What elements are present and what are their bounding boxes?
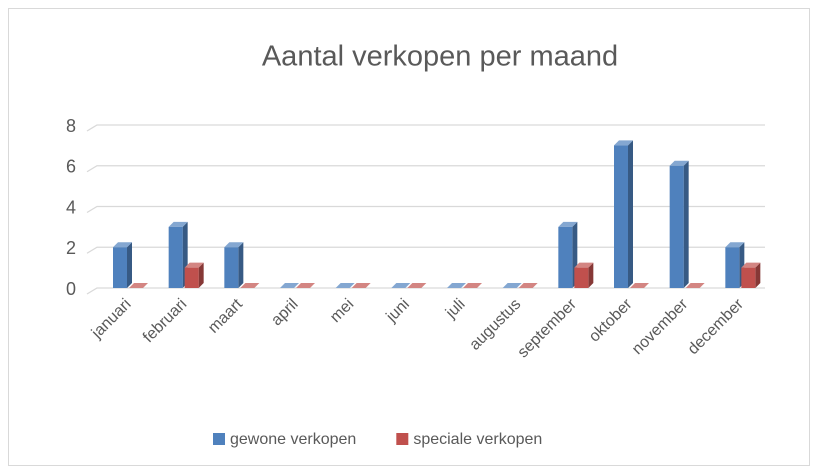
bar-top (351, 283, 371, 288)
bar (280, 283, 299, 288)
bar (502, 283, 522, 288)
bar-top (502, 283, 522, 288)
bar-top (168, 221, 188, 227)
bar-top (224, 242, 244, 248)
bar-front (113, 247, 127, 288)
bar (240, 283, 260, 288)
chart-title: Aantal verkopen per maand (262, 41, 618, 73)
bar-side (238, 242, 244, 288)
bar-top (113, 242, 132, 248)
bar (558, 221, 578, 288)
bar-side (628, 140, 633, 288)
bar-side (683, 160, 689, 288)
grid-line (86, 246, 765, 254)
bar (685, 283, 705, 288)
chart-border (8, 8, 810, 466)
bar (184, 262, 204, 288)
bar-top (518, 283, 538, 288)
bar-side (127, 242, 132, 288)
bar-top (741, 262, 761, 268)
bar-top (240, 283, 260, 288)
legend-label: gewone verkopen (230, 431, 356, 448)
bar (224, 242, 244, 288)
grid-line (86, 205, 765, 214)
bar (129, 283, 148, 288)
bar (630, 283, 649, 288)
bar-front (558, 226, 573, 288)
bar (335, 283, 355, 288)
bar (741, 262, 761, 288)
bar-front (669, 165, 684, 288)
bar (407, 283, 427, 288)
bar (669, 160, 689, 288)
grid-line (86, 124, 765, 132)
bar-front (168, 226, 183, 288)
bar (463, 283, 482, 288)
y-tick-label: 2 (66, 238, 76, 258)
bar (296, 283, 315, 288)
bar (391, 283, 411, 288)
y-tick-label: 8 (66, 116, 76, 136)
bar-side (755, 262, 761, 288)
y-tick-label: 4 (66, 197, 76, 217)
bar-side (198, 262, 204, 288)
legend-label: speciale verkopen (413, 431, 542, 448)
bar-top (574, 262, 594, 268)
bar (351, 283, 371, 288)
bar-top (407, 283, 427, 288)
bar-top (669, 160, 689, 166)
bar-top (184, 262, 204, 268)
bar-top (335, 283, 355, 288)
bar-top (725, 242, 745, 248)
legend-swatch (213, 433, 225, 445)
bar-front (725, 247, 740, 288)
bar (614, 140, 633, 288)
y-tick-label: 6 (66, 157, 76, 177)
bar-front (184, 267, 199, 288)
bar (574, 262, 594, 288)
bar (113, 242, 132, 288)
bar-front (741, 267, 756, 288)
bar-top (463, 283, 482, 288)
bar (447, 283, 466, 288)
y-tick-label: 0 (66, 279, 76, 299)
grid-line (86, 287, 765, 295)
bar-front (224, 247, 239, 288)
bar-top (391, 283, 411, 288)
bar-side (588, 262, 594, 288)
bar-front (574, 267, 589, 288)
legend-swatch (396, 433, 409, 445)
bar-top (280, 283, 299, 288)
bar-top (447, 283, 466, 288)
bar-top (558, 221, 578, 227)
grid-line (86, 165, 765, 173)
bar-top (296, 283, 315, 288)
bar-top (630, 283, 649, 288)
bar (518, 283, 538, 288)
bar-top (685, 283, 705, 288)
bar-top (129, 283, 148, 288)
bar-top (614, 140, 633, 146)
bar-front (614, 145, 628, 288)
